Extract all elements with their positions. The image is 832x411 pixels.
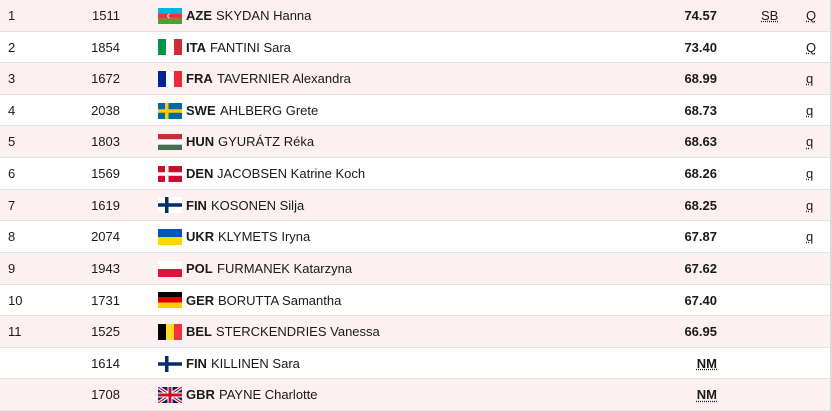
qualification: q [806,134,814,150]
result-mark: 68.25 [684,197,717,213]
rank: 1 [8,8,16,23]
result-row: 9 1943 POL FURMANEK Katarzyna 67.62 [0,252,830,285]
country-code: BEL [186,324,212,340]
result-mark: 67.87 [684,229,717,245]
result-mark: 66.95 [684,324,717,340]
country-code: GBR [186,387,215,403]
athlete-name: PAYNE Charlotte [219,387,318,403]
result-row: 6 1569 DEN JACOBSEN Katrine Koch 68.26 q [0,158,830,190]
result-mark: 73.40 [684,39,717,55]
bib-number: 1525 [91,324,120,340]
rank: 7 [8,197,16,213]
result-mark: 67.40 [684,292,717,308]
flag [158,260,182,277]
flag [158,355,182,372]
country-code: FIN [186,355,207,371]
result-row: 1614 FIN KILLINEN Sara NM [0,348,830,380]
bib-number: 1943 [91,260,120,276]
flag [158,323,182,340]
flag [158,71,182,88]
rank: 5 [8,134,16,150]
qualification: q [806,102,814,118]
result-mark: 68.26 [684,166,717,182]
bib-number: 1854 [91,39,120,55]
result-mark: NM [696,387,717,403]
result-mark: 68.63 [684,134,717,150]
qualification: q [806,197,814,213]
flag [158,39,182,56]
flag [158,134,182,151]
bib-number: 1672 [91,71,120,87]
result-row: 2 1854 ITA FANTINI Sara 73.40 Q [0,32,830,64]
bib-number: 1511 [92,8,120,23]
result-row: 1708 GBR PAYNE Charlotte NM [0,379,830,411]
result-row: 1 1511 AZE SKYDAN Hanna 74.57 SB Q [0,0,830,32]
athlete-name: BORUTTA Samantha [218,292,342,308]
result-row: 3 1672 FRA TAVERNIER Alexandra 68.99 q [0,63,830,95]
record-note: SB [761,8,779,23]
country-code: SWE [186,102,216,118]
result-row: 10 1731 GER BORUTTA Samantha 67.40 [0,285,830,317]
result-row: 4 2038 SWE AHLBERG Grete 68.73 q [0,95,830,127]
bib-number: 1708 [91,387,120,403]
qualification: Q [806,8,817,23]
result-mark: 67.62 [684,260,717,276]
result-mark: 68.73 [684,102,717,118]
country-code: FIN [186,197,207,213]
flag [158,165,182,182]
athlete-name: FANTINI Sara [210,39,291,55]
qualification: q [806,166,814,182]
bib-number: 2074 [91,229,120,245]
rank: 9 [8,260,16,276]
athlete-name: STERCKENDRIES Vanessa [216,324,380,340]
country-code: POL [186,260,213,276]
country-code: HUN [186,134,215,150]
rank: 10 [8,292,23,308]
flag [158,102,182,119]
result-row: 8 2074 UKR KLYMETS Iryna 67.87 q [0,221,830,253]
athlete-name: AHLBERG Grete [220,102,319,118]
country-code: UKR [186,229,215,245]
result-mark: 68.99 [684,71,717,87]
country-code: AZE [186,8,212,23]
bib-number: 1731 [91,292,120,308]
athlete-name: KILLINEN Sara [211,355,300,371]
country-code: DEN [186,166,214,182]
rank: 3 [8,71,16,87]
athlete-name: KLYMETS Iryna [218,229,311,245]
rank: 6 [8,166,16,182]
athlete-name: TAVERNIER Alexandra [217,71,351,87]
bib-number: 1803 [91,134,120,150]
result-row: 5 1803 HUN GYURÁTZ Réka 68.63 q [0,126,830,159]
rank: 8 [8,229,16,245]
flag [158,292,182,309]
rank: 4 [8,102,16,118]
athlete-name: JACOBSEN Katrine Koch [217,166,366,182]
country-code: FRA [186,71,213,87]
bib-number: 2038 [91,102,120,118]
athlete-name: FURMANEK Katarzyna [217,260,353,276]
athlete-name: SKYDAN Hanna [216,8,312,23]
result-row: 11 1525 BEL STERCKENDRIES Vanessa 66.95 [0,316,830,348]
rank: 11 [8,324,22,340]
qualification: q [806,229,814,245]
result-row: 7 1619 FIN KOSONEN Silja 68.25 q [0,189,830,222]
bib-number: 1614 [91,355,120,371]
result-mark: 74.57 [684,8,717,23]
qualification: Q [806,39,817,55]
country-code: GER [186,292,215,308]
flag [158,197,182,214]
bib-number: 1619 [91,197,120,213]
country-code: ITA [186,39,206,55]
athlete-name: GYURÁTZ Réka [218,134,315,150]
rank: 2 [8,39,16,55]
bib-number: 1569 [91,166,120,182]
result-mark: NM [696,355,717,371]
qualification: q [806,71,814,87]
flag [158,7,182,24]
flag [158,387,182,404]
athlete-name: KOSONEN Silja [211,197,305,213]
flag [158,229,182,246]
